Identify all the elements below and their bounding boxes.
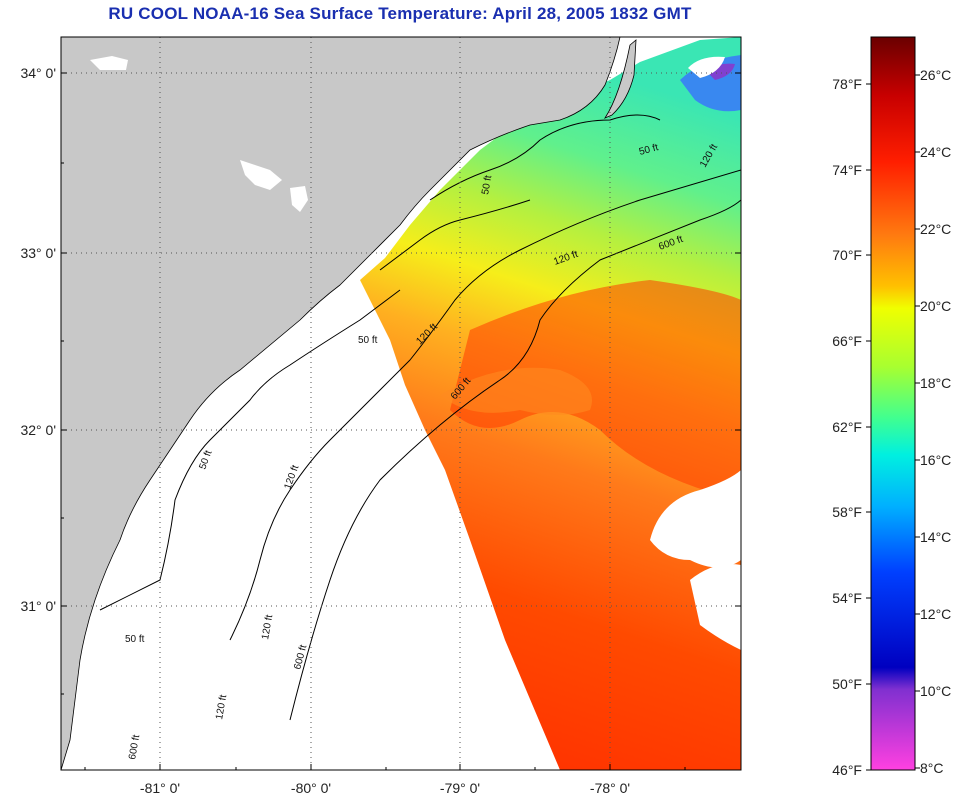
colorbar-f-label: 46°F — [832, 762, 862, 778]
axis-ticks — [61, 72, 741, 770]
colorbar-c-label: 12°C — [920, 606, 951, 622]
clouds — [650, 56, 741, 650]
contour-label: 50 ft — [480, 174, 494, 195]
colorbar: 78°F 74°F 70°F 66°F 62°F 58°F 54°F 50°F … — [832, 36, 951, 778]
latitude-labels: 34° 0' 33° 0' 32° 0' 31° 0' — [20, 65, 56, 614]
colorbar-c-label: 22°C — [920, 221, 951, 237]
colorbar-c-label: 24°C — [920, 144, 951, 160]
colorbar-c-label: 14°C — [920, 529, 951, 545]
colorbar-c-label: 10°C — [920, 683, 951, 699]
longitude-labels: -81° 0' -80° 0' -79° 0' -78° 0' — [140, 780, 630, 796]
warm-filament — [440, 367, 592, 415]
lon-label: -80° 0' — [291, 780, 331, 796]
colorbar-c-label: 18°C — [920, 375, 951, 391]
lon-label: -81° 0' — [140, 780, 180, 796]
contour-label: 600 ft — [127, 734, 142, 761]
colorbar-f-label: 54°F — [832, 590, 862, 606]
colorbar-ticks — [866, 74, 920, 771]
lake — [290, 186, 308, 212]
contour-label: 50 ft — [638, 142, 660, 158]
lat-label: 32° 0' — [20, 422, 56, 438]
colorbar-f-label: 74°F — [832, 162, 862, 178]
contour-label: 50 ft — [358, 335, 378, 346]
contour-label: 50 ft — [125, 634, 145, 645]
lat-label: 33° 0' — [20, 245, 56, 261]
warm-core — [450, 280, 741, 500]
colorbar-ramp — [870, 36, 916, 771]
colorbar-c-label: 20°C — [920, 298, 951, 314]
lake — [90, 56, 128, 70]
colorbar-f-label: 66°F — [832, 333, 862, 349]
contour-label: 120 ft — [214, 694, 229, 721]
colorbar-f-label: 50°F — [832, 676, 862, 692]
graticule — [61, 37, 741, 770]
lat-label: 34° 0' — [20, 65, 56, 81]
lon-label: -79° 0' — [440, 780, 480, 796]
contour-label: 120 ft — [260, 614, 275, 641]
colorbar-c-label: 8°C — [920, 760, 944, 776]
barrier-island — [603, 39, 637, 119]
lake — [240, 160, 282, 190]
colorbar-f-label: 70°F — [832, 247, 862, 263]
colorbar-c-label: 26°C — [920, 67, 951, 83]
lon-label: -78° 0' — [590, 780, 630, 796]
lat-label: 31° 0' — [20, 598, 56, 614]
land-mass — [61, 37, 621, 770]
colorbar-c-label: 16°C — [920, 452, 951, 468]
depth-contours — [99, 114, 741, 721]
map-title: RU COOL NOAA-16 Sea Surface Temperature:… — [108, 4, 692, 23]
colorbar-f-label: 62°F — [832, 419, 862, 435]
colorbar-f-label: 58°F — [832, 504, 862, 520]
map-frame — [60, 36, 742, 771]
colorbar-f-label: 78°F — [832, 76, 862, 92]
